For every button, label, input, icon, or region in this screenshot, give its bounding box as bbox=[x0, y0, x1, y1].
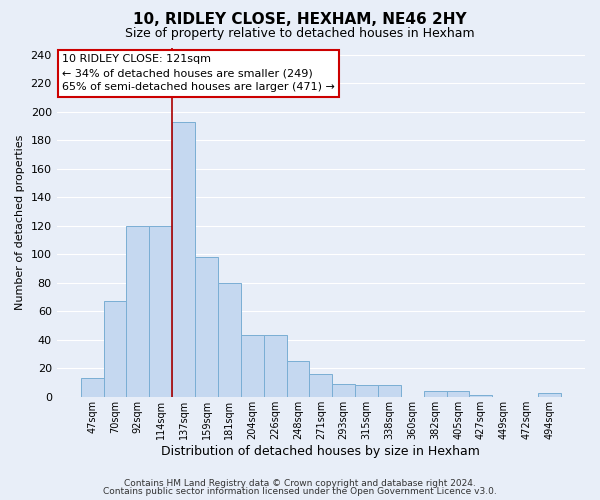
Bar bbox=[104, 302, 127, 397]
Bar bbox=[446, 391, 469, 397]
Bar bbox=[538, 392, 561, 397]
Bar bbox=[149, 226, 172, 397]
Y-axis label: Number of detached properties: Number of detached properties bbox=[15, 134, 25, 310]
Text: Contains HM Land Registry data © Crown copyright and database right 2024.: Contains HM Land Registry data © Crown c… bbox=[124, 478, 476, 488]
Bar bbox=[80, 378, 104, 397]
Bar bbox=[310, 374, 332, 397]
Bar bbox=[378, 386, 401, 397]
Bar bbox=[195, 257, 218, 397]
Bar bbox=[424, 391, 446, 397]
Bar bbox=[355, 386, 378, 397]
Bar bbox=[469, 396, 493, 397]
Bar bbox=[241, 336, 263, 397]
Bar bbox=[218, 282, 241, 397]
Bar bbox=[287, 361, 310, 397]
Text: Size of property relative to detached houses in Hexham: Size of property relative to detached ho… bbox=[125, 28, 475, 40]
Bar bbox=[127, 226, 149, 397]
Text: Contains public sector information licensed under the Open Government Licence v3: Contains public sector information licen… bbox=[103, 487, 497, 496]
Text: 10 RIDLEY CLOSE: 121sqm
← 34% of detached houses are smaller (249)
65% of semi-d: 10 RIDLEY CLOSE: 121sqm ← 34% of detache… bbox=[62, 54, 335, 92]
Bar bbox=[172, 122, 195, 397]
Bar bbox=[263, 336, 287, 397]
X-axis label: Distribution of detached houses by size in Hexham: Distribution of detached houses by size … bbox=[161, 444, 480, 458]
Text: 10, RIDLEY CLOSE, HEXHAM, NE46 2HY: 10, RIDLEY CLOSE, HEXHAM, NE46 2HY bbox=[133, 12, 467, 28]
Bar bbox=[332, 384, 355, 397]
